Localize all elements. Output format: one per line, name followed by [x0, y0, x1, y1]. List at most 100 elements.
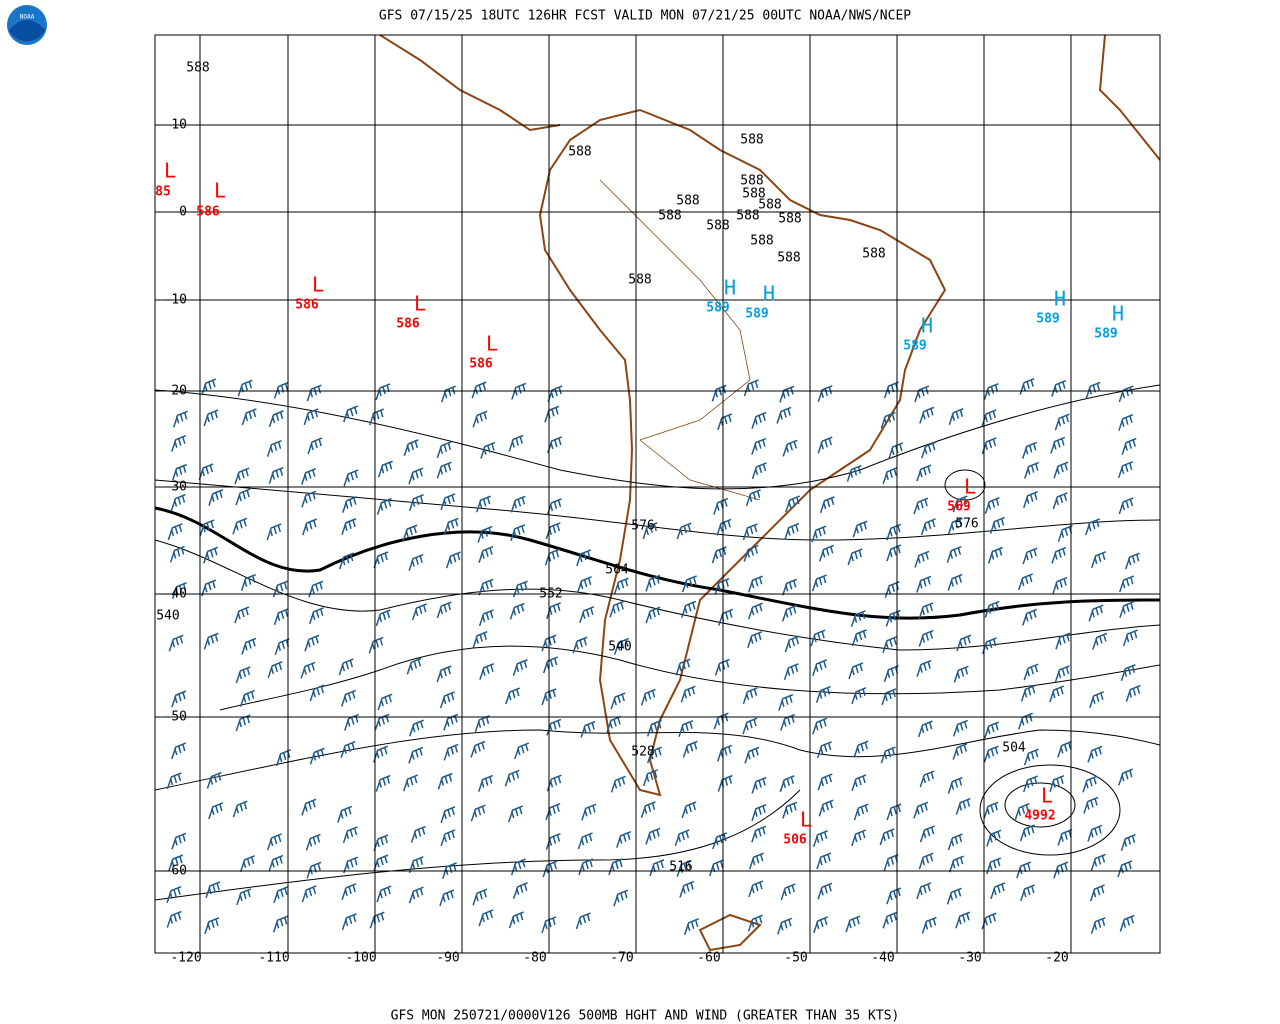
wind-barb	[1121, 437, 1137, 455]
wind-barb	[1089, 691, 1105, 709]
longitude-label: -20	[1045, 951, 1068, 966]
wind-barb	[373, 854, 389, 872]
wind-barb	[439, 889, 455, 907]
wind-barb	[199, 519, 215, 537]
wind-barb	[716, 518, 732, 536]
wind-barb	[1055, 632, 1071, 650]
contour-label: 540	[608, 640, 631, 655]
wind-barb	[303, 408, 319, 426]
wind-barb	[1057, 828, 1073, 846]
antarctic-peninsula	[698, 913, 762, 952]
wind-barb	[576, 549, 592, 567]
wind-barb	[376, 497, 392, 515]
wind-barb	[845, 915, 861, 933]
border	[639, 439, 761, 501]
wind-barb	[170, 493, 186, 511]
wind-barb	[275, 749, 291, 767]
wind-barb	[266, 439, 282, 457]
wind-barb	[301, 885, 317, 903]
wind-barb	[377, 460, 393, 478]
wind-barb	[234, 467, 250, 485]
wind-barb	[916, 882, 932, 900]
wind-barb	[882, 636, 898, 653]
wind-barb	[471, 381, 487, 399]
wind-barb	[273, 381, 289, 399]
wind-barb	[712, 832, 728, 850]
wind-barb	[882, 467, 898, 484]
wind-barb	[676, 522, 692, 540]
wind-barb	[266, 523, 282, 541]
wind-barb	[341, 518, 357, 535]
contour-label: 588	[658, 209, 681, 224]
wind-barb	[983, 801, 999, 819]
wind-barb	[343, 713, 359, 731]
wind-barb	[241, 408, 257, 426]
wind-barb	[478, 578, 494, 596]
wind-barb	[1023, 491, 1039, 508]
wind-barb	[541, 634, 557, 652]
wind-barb	[986, 829, 1002, 847]
wind-barb	[853, 740, 869, 758]
pressure-symbol: L	[486, 332, 498, 356]
wind-barb	[266, 833, 282, 851]
wind-barb	[1052, 492, 1068, 510]
wind-barb	[437, 772, 453, 790]
wind-barb	[342, 826, 358, 844]
wind-barb	[640, 688, 656, 706]
wind-barb	[1050, 436, 1066, 454]
wind-barb	[680, 685, 696, 703]
wind-barb	[301, 468, 317, 485]
wind-barb	[509, 602, 525, 620]
wind-barb	[308, 580, 324, 598]
wind-barb	[883, 665, 899, 683]
wind-barb	[403, 439, 419, 457]
pressure-symbol: L	[164, 159, 176, 183]
longitude-label: -70	[610, 951, 633, 966]
wind-barb	[812, 717, 828, 735]
pressure-value: 586	[396, 317, 420, 332]
wind-barb	[782, 578, 798, 596]
wind-barb	[984, 721, 1000, 739]
wind-barb	[439, 691, 455, 709]
wind-barb	[508, 434, 524, 452]
africa	[1098, 34, 1161, 161]
wind-barb	[234, 606, 250, 624]
wind-barb	[474, 715, 490, 732]
wind-barb	[883, 381, 899, 399]
wind-barb	[445, 551, 461, 569]
wind-barb	[232, 800, 248, 818]
noaa-logo: NOAA	[7, 5, 47, 45]
wind-barb	[818, 544, 834, 562]
wind-barb	[1088, 604, 1104, 622]
wind-barb	[989, 516, 1005, 534]
wind-barb	[1049, 685, 1065, 703]
wind-barb	[373, 745, 389, 763]
wind-barb	[1057, 525, 1073, 542]
wind-barb	[711, 546, 727, 564]
wind-barb	[168, 634, 184, 652]
wind-barb	[678, 719, 694, 737]
wind-barb	[472, 410, 488, 428]
wind-barb	[268, 854, 284, 872]
wind-barb	[921, 441, 937, 459]
wind-barb	[717, 774, 733, 792]
wind-barb	[307, 437, 323, 455]
wind-barb	[1085, 381, 1101, 399]
contour-label: 588	[750, 234, 773, 249]
contour-label: 588	[740, 174, 763, 189]
wind-barb	[375, 383, 391, 401]
wind-barb	[1022, 608, 1038, 626]
wind-barb	[747, 631, 763, 649]
labels: 10 0 -10 -20 -30 -40 -50 -60 -120 -110 -100 -90 -80 -…	[155, 61, 1124, 966]
wind-barb	[373, 834, 389, 852]
wind-barb	[610, 692, 626, 710]
wind-barb	[953, 665, 969, 683]
pressure-value: 586	[196, 205, 220, 220]
wind-barb	[884, 581, 900, 598]
wind-barb	[369, 408, 385, 426]
pressure-value: 589	[1094, 327, 1117, 342]
wind-barb	[817, 436, 833, 454]
contour-label: 588	[742, 187, 765, 202]
wind-barb	[541, 916, 557, 934]
